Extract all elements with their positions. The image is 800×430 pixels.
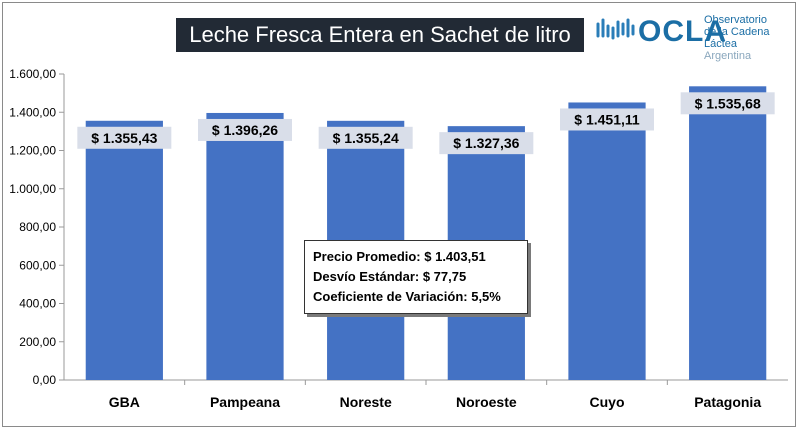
ocla-logo: OCLA Observatorio de la Cadena Láctea Ar… — [596, 12, 796, 62]
statistics-box: Precio Promedio: $ 1.403,51 Desvío Están… — [304, 240, 528, 314]
logo-line-2: de la Cadena Láctea — [704, 26, 770, 50]
ocla-wave-icon — [596, 18, 635, 40]
logo-line-1: Observatorio — [704, 14, 767, 26]
logo-subtitle: Observatorio de la Cadena Láctea Argenti… — [704, 14, 796, 62]
coefficient-variation-text: Coeficiente de Variación: 5,5% — [313, 289, 501, 304]
logo-word: OCLA — [638, 15, 727, 48]
chart-title: Leche Fresca Entera en Sachet de litro — [176, 18, 584, 52]
logo-line-3: Argentina — [704, 50, 752, 62]
average-price-text: Precio Promedio: $ 1.403,51 — [313, 249, 486, 264]
std-deviation-text: Desvío Estándar: $ 77,75 — [313, 269, 467, 284]
